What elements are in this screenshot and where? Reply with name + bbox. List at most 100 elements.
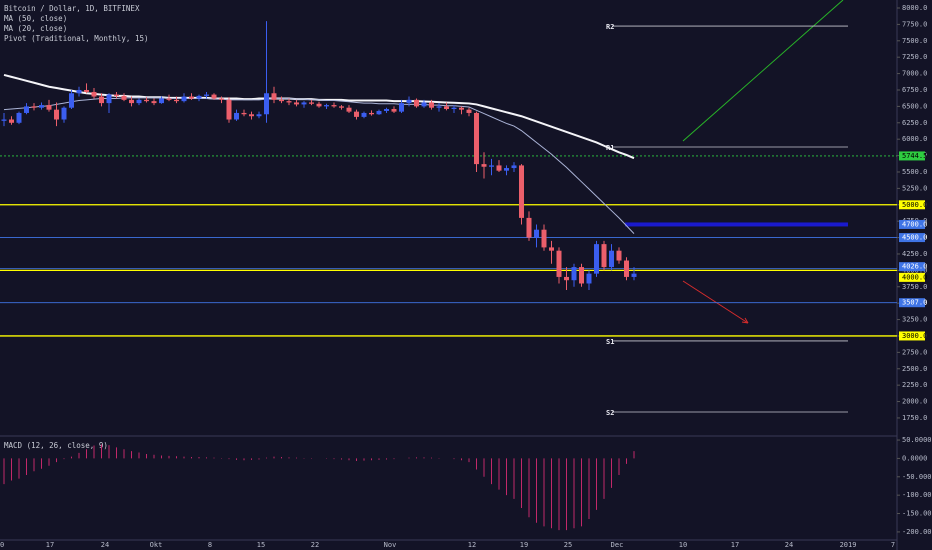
candle-body	[609, 250, 614, 268]
candle-body	[534, 229, 539, 238]
x-tick-label: 17	[46, 541, 54, 549]
y-tick-label: 1750.0	[902, 414, 927, 422]
y-tick-label: 2000.0	[902, 398, 927, 406]
x-tick-label: 10	[679, 541, 687, 549]
candle-body	[204, 94, 209, 96]
candle-body	[249, 114, 254, 117]
candle-body	[69, 93, 74, 108]
arrow-line	[682, 280, 749, 324]
candle-body	[159, 98, 164, 104]
candle-body	[324, 105, 329, 107]
candle-body	[196, 95, 202, 99]
macd-label: MACD (12, 26, close, 9)	[4, 441, 108, 450]
price-badge-label: 5744.5	[902, 152, 927, 160]
price-badge	[899, 272, 925, 282]
y-tick-label: 6500.0	[902, 102, 927, 110]
candle-body	[61, 107, 67, 120]
arrow-head	[741, 317, 749, 324]
y-tick-label: 7000.0	[902, 70, 927, 78]
y-tick-label: 2500.0	[902, 365, 927, 373]
candle-body	[84, 89, 89, 92]
y-tick-label: 6000.0	[902, 135, 927, 143]
candle-body	[16, 112, 22, 123]
candle-body	[391, 109, 397, 112]
candle-body	[406, 99, 412, 104]
candle-body	[144, 99, 149, 102]
candle-body	[414, 99, 419, 107]
candle-body	[24, 106, 29, 113]
candle-body	[354, 111, 359, 117]
candle-body	[114, 94, 119, 96]
y-tick-label: 6250.0	[902, 119, 927, 127]
y-tick-label: 3250.0	[902, 316, 927, 324]
price-badge-label: 3507.0	[902, 299, 927, 307]
candle-body	[91, 91, 97, 97]
price-badge-label: 5000.0	[902, 201, 927, 209]
candle-body	[174, 99, 179, 102]
candle-body	[384, 109, 389, 111]
candle-body	[601, 244, 607, 268]
candle-body	[571, 267, 577, 281]
y-tick-label: 3750.0	[902, 283, 927, 291]
candle-body	[369, 112, 374, 115]
candle-body	[1, 119, 7, 121]
zone-line	[625, 222, 848, 227]
candle-body	[624, 260, 629, 277]
price-badge	[899, 298, 925, 308]
macd-tick-label: 0.0000	[902, 454, 927, 462]
candle-body	[466, 109, 472, 113]
candle-body	[226, 99, 232, 120]
candle-body	[129, 99, 134, 104]
y-tick-label: 2250.0	[902, 381, 927, 389]
candle-body	[496, 165, 502, 171]
macd-tick-label: -150.0000	[902, 510, 932, 518]
price-badge	[899, 151, 925, 161]
y-tick-label: 8000.0	[902, 4, 927, 12]
y-tick-label: 4250.0	[902, 250, 927, 258]
candle-body	[219, 98, 224, 100]
candle-body	[279, 99, 284, 102]
pivot-label: S1	[606, 338, 614, 346]
macd-tick-label: -100.0000	[902, 491, 932, 499]
price-badge	[899, 233, 925, 243]
candle-body	[106, 94, 112, 104]
x-tick-label: 22	[311, 541, 319, 549]
candle-body	[136, 99, 142, 104]
x-tick-label: 17	[731, 541, 739, 549]
trend-line	[682, 0, 844, 142]
candle-body	[31, 106, 37, 108]
y-tick-label: 7750.0	[902, 20, 927, 28]
x-tick-label: 12	[468, 541, 476, 549]
candle-body	[549, 247, 554, 251]
x-tick-label: 7	[891, 541, 895, 549]
candle-body	[301, 102, 307, 105]
candle-body	[189, 96, 194, 99]
candle-body	[631, 273, 637, 277]
candle-body	[616, 250, 622, 261]
candle-body	[211, 94, 217, 99]
x-tick-label: Nov	[384, 541, 397, 549]
pivot-label: R2	[606, 23, 614, 31]
legend-ma20: MA (20, close)	[4, 24, 67, 33]
price-badge	[899, 219, 925, 229]
candle-body	[474, 112, 479, 165]
macd-tick-label: -50.0000	[902, 473, 932, 481]
x-tick-label: 19	[520, 541, 528, 549]
candle-body	[264, 93, 269, 115]
candle-body	[481, 164, 487, 167]
x-tick-label: 24	[785, 541, 793, 549]
price-badge	[899, 331, 925, 341]
legend-title: Bitcoin / Dollar, 1D, BITFINEX	[4, 4, 140, 13]
price-badge-label: 4700.0	[902, 220, 927, 228]
y-tick-label: 5250.0	[902, 184, 927, 192]
y-tick-label: 2750.0	[902, 348, 927, 356]
legend-pivot: Pivot (Traditional, Monthly, 15)	[4, 34, 149, 43]
candle-body	[39, 105, 44, 108]
candle-body	[309, 102, 314, 104]
y-tick-label: 7500.0	[902, 37, 927, 45]
candle-body	[361, 112, 367, 117]
candle-body	[166, 98, 172, 100]
candle-body	[339, 106, 344, 108]
candle-body	[271, 93, 277, 100]
